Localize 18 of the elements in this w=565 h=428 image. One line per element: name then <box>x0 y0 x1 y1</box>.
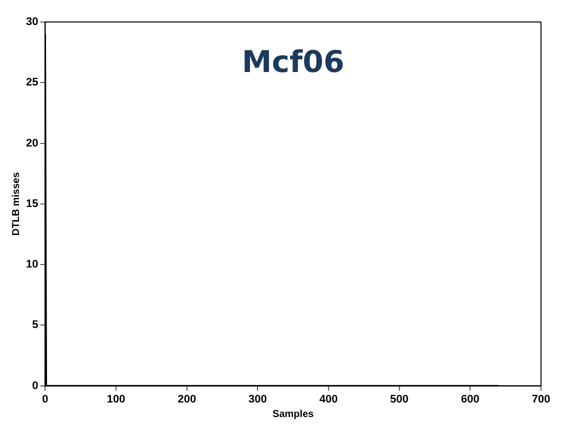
x-tick-label: 700 <box>532 393 550 406</box>
x-tick-label: 200 <box>178 393 196 406</box>
x-axis-title: Samples <box>272 408 314 420</box>
y-tick-label: 15 <box>26 198 38 210</box>
x-tick-label: 100 <box>106 393 126 406</box>
y-tick-label: 5 <box>32 319 38 332</box>
x-tick-label: 400 <box>319 393 338 406</box>
text: Mcf06 <box>242 44 344 80</box>
y-tick-label: 10 <box>26 258 38 271</box>
y-tick-label: 0 <box>32 380 38 392</box>
y-tick-label: 25 <box>26 76 38 89</box>
y-tick-label: 20 <box>26 137 38 150</box>
y-axis-title: DTLB misses <box>10 172 22 236</box>
y-tick-label: 30 <box>26 16 38 28</box>
x-tick-label: 500 <box>390 393 409 406</box>
x-tick-label: 600 <box>460 393 480 406</box>
x-tick-label: 0 <box>42 393 48 406</box>
x-tick-label: 300 <box>248 393 267 406</box>
